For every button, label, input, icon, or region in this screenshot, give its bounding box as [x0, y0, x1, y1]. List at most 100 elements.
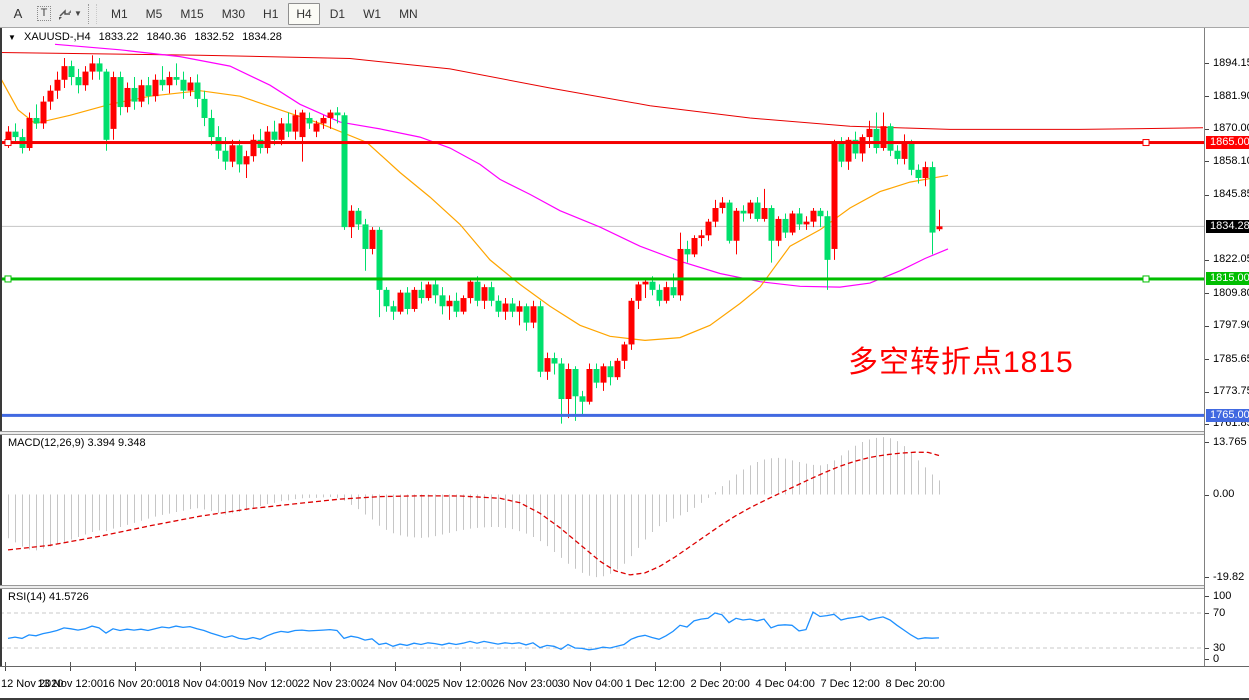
candle	[614, 360, 621, 378]
ohlc-high: 1840.36	[146, 31, 187, 43]
candle	[572, 369, 579, 397]
panel-separator[interactable]	[0, 431, 1249, 435]
candle	[96, 63, 103, 72]
time-tick-label: 18 Nov 04:00	[167, 678, 233, 690]
candle	[5, 131, 12, 140]
candle	[236, 145, 243, 165]
candle	[152, 79, 159, 97]
time-tick-label: 8 Dec 20:00	[885, 678, 945, 690]
time-tick-label: 1 Dec 12:00	[625, 678, 685, 690]
candle	[516, 306, 523, 312]
candle	[831, 142, 838, 249]
panel-separator[interactable]	[0, 585, 1249, 589]
symbol-dropdown-icon[interactable]: ▼	[8, 33, 16, 42]
time-axis[interactable]: 12 Nov 2020 13 Nov 12:00 16 Nov 20:00 18 No…	[0, 666, 1249, 698]
candle	[544, 358, 551, 372]
candle	[887, 126, 894, 151]
candle	[271, 131, 278, 140]
price-badge: 1834.28	[1206, 219, 1249, 233]
annotate-button[interactable]: A	[13, 6, 23, 21]
window-left-border	[0, 28, 2, 668]
chart-annotation-text[interactable]: 多空转折点1815	[848, 346, 1074, 379]
time-tick-label: 2 Dec 20:00	[690, 678, 750, 690]
candle	[68, 66, 75, 78]
candle	[929, 167, 936, 233]
tf-button-h4[interactable]: H4	[288, 2, 320, 25]
candle	[110, 77, 117, 129]
candle	[418, 289, 425, 299]
candle	[481, 287, 488, 301]
candle	[145, 85, 152, 97]
symbol-info: ▼ XAUUSD-,H4 1833.22 1840.36 1832.52 183…	[8, 31, 287, 43]
candle	[873, 128, 880, 148]
price-tick-label: 100	[1213, 589, 1232, 602]
candle	[138, 85, 145, 102]
candle	[278, 123, 285, 140]
candle	[460, 298, 467, 312]
macd-panel-svg[interactable]	[0, 435, 1204, 585]
candle	[733, 210, 740, 241]
tf-button-m5[interactable]: M5	[145, 6, 163, 21]
time-tick-label: 13 Nov 12:00	[37, 678, 103, 690]
candle	[803, 221, 810, 225]
candle	[306, 117, 313, 124]
line-handle[interactable]	[1142, 139, 1150, 147]
candle	[859, 137, 866, 154]
candle	[341, 115, 348, 228]
candle	[124, 87, 131, 108]
candle	[936, 226, 943, 230]
candle	[348, 210, 355, 228]
horizontal-line-1865[interactable]	[0, 141, 1204, 145]
horizontal-line-1765[interactable]	[0, 413, 1204, 417]
tf-button-h1[interactable]: H1	[263, 6, 279, 21]
candle	[376, 229, 383, 290]
candle	[796, 213, 803, 225]
candle	[26, 117, 33, 148]
candle	[551, 358, 558, 364]
candle	[586, 369, 593, 402]
candle	[922, 167, 929, 179]
price-tick-label: 0.00	[1213, 488, 1235, 500]
time-tick-label: 26 Nov 23:00	[492, 678, 558, 690]
candle	[719, 202, 726, 209]
line-handle[interactable]	[1142, 275, 1150, 283]
candle	[698, 235, 705, 239]
price-axis[interactable]: 1894.15 1881.90 1870.00 1858.10 1845.85 1822.…	[1204, 28, 1249, 667]
tf-button-d1[interactable]: D1	[329, 6, 346, 21]
candle	[222, 150, 229, 162]
candle	[705, 221, 712, 236]
candle	[334, 112, 341, 116]
candle	[754, 202, 761, 219]
candle	[768, 208, 775, 241]
tf-button-mn[interactable]: MN	[399, 6, 418, 21]
text-button[interactable]: T	[32, 3, 56, 25]
time-tick-label: 24 Nov 04:00	[362, 678, 428, 690]
candle	[915, 169, 922, 179]
macd-signal-line	[7, 451, 940, 576]
macd-header: MACD(12,26,9) 3.394 9.348	[8, 437, 146, 449]
candle	[75, 77, 82, 86]
candle	[866, 128, 873, 138]
cursor-mode-button[interactable]: ▼	[58, 3, 82, 25]
price-tick-label: 1809.80	[1213, 286, 1249, 299]
line-handle[interactable]	[4, 275, 12, 283]
tf-button-m15[interactable]: M15	[180, 6, 204, 21]
tf-button-m30[interactable]: M30	[221, 6, 246, 21]
rsi-panel-svg[interactable]	[0, 589, 1204, 666]
toolbar-grip	[88, 3, 97, 24]
main-chart-svg[interactable]	[0, 28, 1204, 431]
candle	[117, 77, 124, 108]
tf-button-w1[interactable]: W1	[363, 6, 382, 21]
candle	[250, 139, 257, 157]
candle	[684, 248, 691, 255]
tf-button-m1[interactable]: M1	[111, 6, 128, 21]
chart-area[interactable]: ▼ XAUUSD-,H4 1833.22 1840.36 1832.52 183…	[0, 28, 1249, 700]
candle	[446, 300, 453, 307]
candle	[40, 101, 47, 124]
candle	[656, 289, 663, 301]
candle	[523, 306, 530, 323]
horizontal-line-1815[interactable]	[0, 277, 1204, 281]
time-tick-label: 16 Nov 20:00	[102, 678, 168, 690]
candle	[670, 287, 677, 296]
line-handle[interactable]	[4, 139, 12, 147]
